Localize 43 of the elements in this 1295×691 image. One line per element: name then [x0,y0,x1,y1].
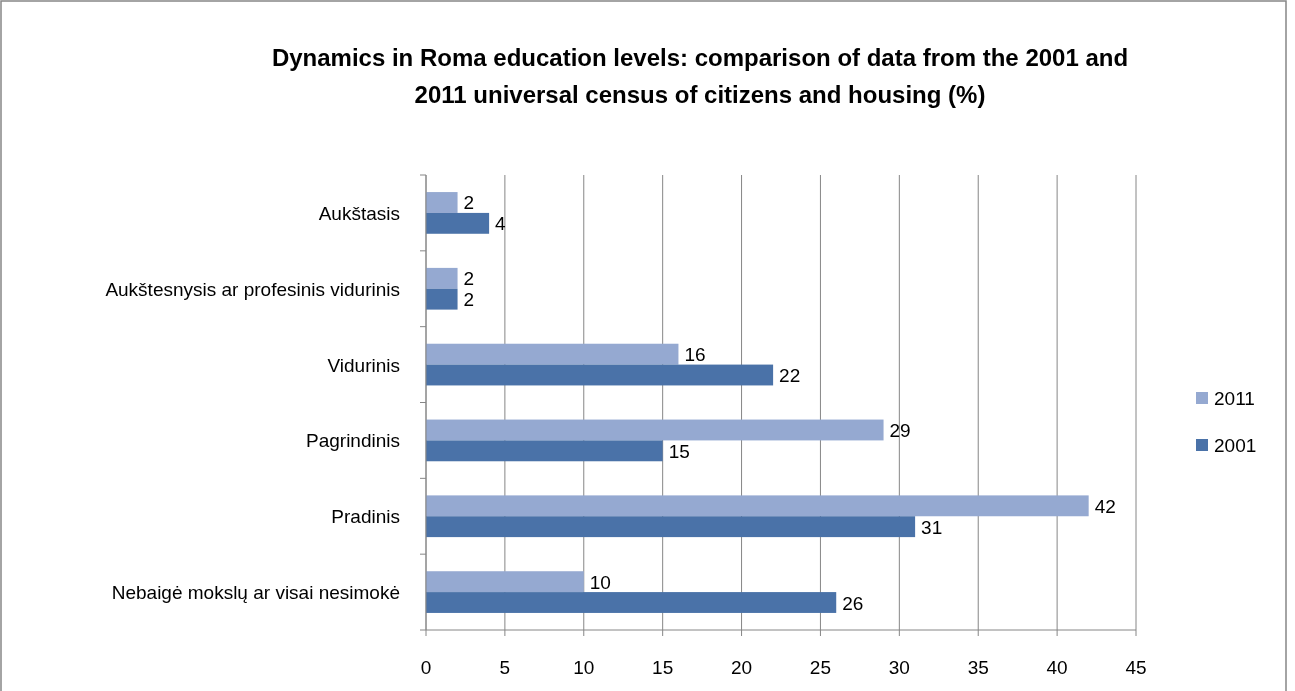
legend-label: 2011 [1214,388,1255,409]
data-label: 22 [779,365,801,387]
legend-label: 2001 [1214,435,1257,456]
bar [426,192,458,213]
bar [426,288,458,310]
x-tick-label: 25 [809,657,832,678]
data-label: 15 [668,440,690,462]
bar [426,212,490,234]
bar [426,267,458,289]
bar [426,495,1089,517]
y-tick-label: Pradinis [331,506,400,528]
data-label: 29 [889,419,911,441]
data-label: 2 [463,192,475,214]
data-label: 31 [921,516,943,538]
x-tick-label: 40 [1046,657,1068,678]
bar [426,571,584,593]
x-tick-label: 20 [730,657,753,678]
x-tick-label: 5 [499,657,511,678]
data-label: 4 [495,213,507,235]
x-tick-label: 0 [420,657,432,678]
y-tick-label: Pagrindinis [306,430,400,452]
data-label: 42 [1094,495,1116,517]
data-label: 2 [463,289,475,311]
data-label: 2 [463,268,475,290]
chart-title: Dynamics in Roma education levels: comparison of data from the 2001 and 2011 universal census of citizens and housing (%) [271,44,1129,108]
bar [426,419,884,441]
x-tick-label: 10 [573,657,595,678]
x-tick-label: 35 [967,657,989,678]
y-tick-label: Nebaigė mokslų ar visai nesimokė [111,582,400,604]
bar [426,364,774,386]
x-tick-label: 15 [652,657,674,678]
bar [426,592,837,613]
x-tick-label: 30 [888,657,910,678]
bar [426,343,679,365]
bar [426,440,663,462]
y-tick-label: Aukštesnysis ar profesinis vidurinis [105,278,400,300]
data-label: 26 [842,592,864,614]
data-label: 16 [684,344,706,366]
bar [426,516,916,538]
y-tick-label: Aukštasis [318,202,400,224]
data-label: 10 [589,571,611,593]
y-tick-label: Vidurinis [327,354,400,376]
x-tick-label: 45 [1125,657,1147,678]
